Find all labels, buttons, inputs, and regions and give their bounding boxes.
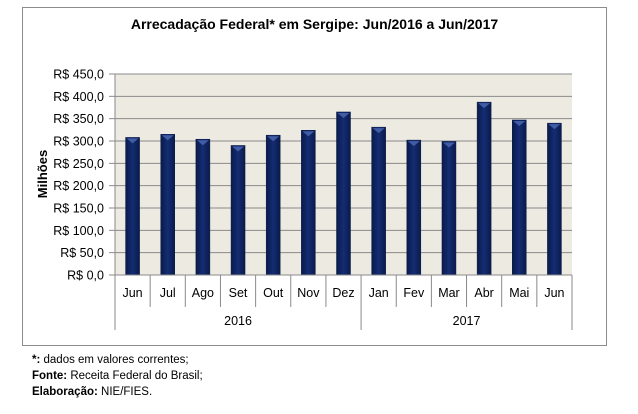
bar [512,119,527,276]
x-tick-label: Jan [369,286,389,300]
x-tick-label: Mar [438,286,460,300]
bar-highlight [513,121,526,127]
y-tick-label: R$ 350,0 [53,112,104,126]
x-tick-label: Jul [160,286,176,300]
x-tick-label: Mai [509,286,529,300]
x-tick-label: Dez [332,286,354,300]
bar [230,145,246,276]
bar [476,101,492,276]
bar-highlight [548,124,561,130]
bar-highlight [126,138,139,144]
y-tick-label: R$ 150,0 [53,202,104,216]
bar [160,134,175,276]
x-tick-label: Fev [403,286,425,300]
y-tick-label: R$ 450,0 [53,68,104,82]
note-source: Fonte: Receita Federal do Brasil; [32,370,203,382]
bar [336,111,351,276]
x-tick-label: Out [263,286,284,300]
chart-notes: *: dados em valores correntes; Fonte: Re… [32,352,203,400]
bar-highlight [372,128,385,134]
bar-highlight [161,135,174,141]
bar [265,134,281,276]
bar [547,122,562,276]
bar [441,141,457,276]
y-axis-label: Milhões [35,150,50,198]
x-tick-label: Jun [544,286,564,300]
bar [371,126,386,276]
bar [195,138,211,276]
y-tick-label: R$ 100,0 [53,224,104,238]
note-values: *: dados em valores correntes; [32,354,189,366]
x-tick-label: Nov [297,286,320,300]
x-tick-label: Ago [192,286,214,300]
y-tick-label: R$ 0,0 [67,269,104,283]
bar-highlight [407,141,420,147]
bar-highlight [337,112,350,118]
bar-highlight [267,136,280,142]
x-group-label: 2017 [453,314,481,328]
y-tick-label: R$ 200,0 [53,179,104,193]
y-tick-label: R$ 50,0 [60,246,104,260]
bar-highlight [478,103,491,109]
bar-highlight [442,142,455,148]
bar [301,130,316,276]
bar-highlight [196,140,209,146]
chart-title: Arrecadação Federal* em Sergipe: Jun/201… [130,16,499,32]
bar-highlight [302,131,315,137]
x-tick-label: Abr [474,286,493,300]
y-tick-label: R$ 400,0 [53,90,104,104]
bar [125,137,140,276]
note-elaboration: Elaboração: NIE/FIES. [32,386,153,398]
y-tick-label: R$ 250,0 [53,157,104,171]
x-tick-label: Set [229,286,248,300]
x-group-label: 2016 [224,314,252,328]
bar-highlight [232,146,245,152]
bar [406,139,422,276]
x-tick-label: Jun [122,286,142,300]
y-tick-label: R$ 300,0 [53,135,104,149]
